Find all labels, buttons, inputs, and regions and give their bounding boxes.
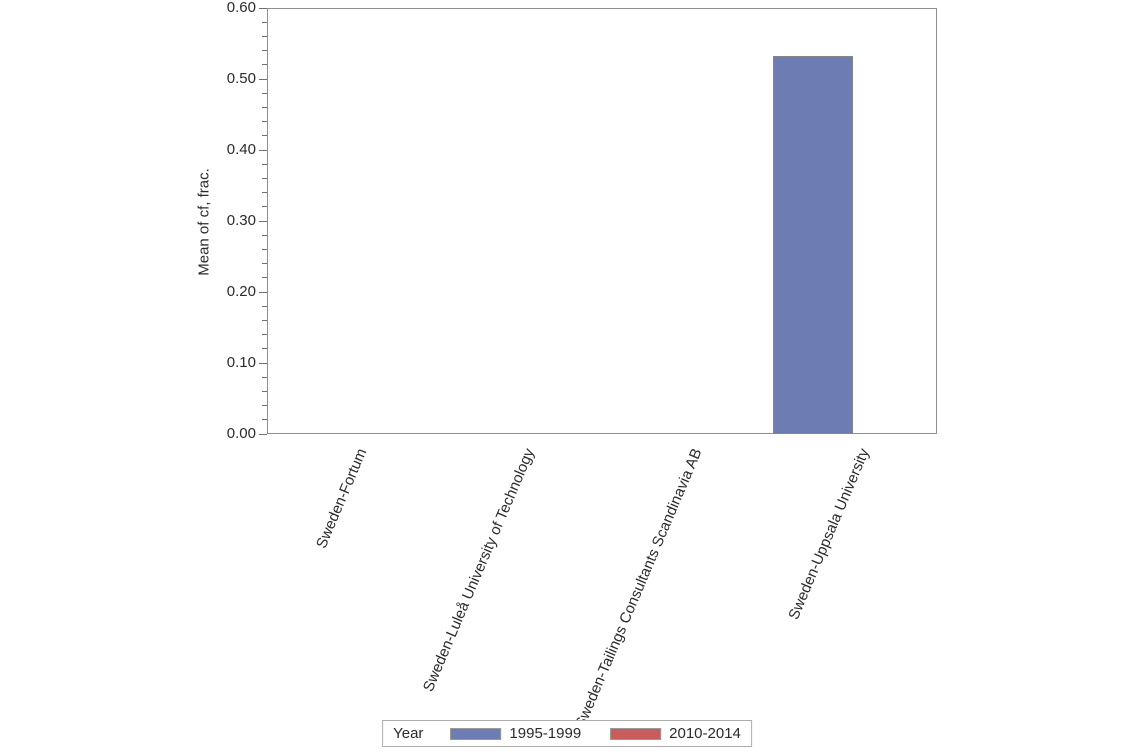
y-minor-tick: [262, 376, 267, 378]
y-minor-tick: [262, 21, 267, 23]
y-major-tick: [259, 220, 267, 222]
y-major-tick: [259, 433, 267, 435]
y-minor-tick: [262, 163, 267, 165]
y-minor-tick: [262, 419, 267, 421]
y-minor-tick: [262, 106, 267, 108]
x-category-label: Sweden-Uppsala University: [785, 446, 873, 623]
y-minor-tick: [262, 50, 267, 52]
y-minor-tick: [262, 135, 267, 137]
y-minor-tick: [262, 319, 267, 321]
x-category-label: Sweden-Tailings Consultants Scandinavia …: [571, 446, 706, 731]
y-major-tick: [259, 78, 267, 80]
bar-1995-1999: [773, 55, 854, 434]
y-minor-tick: [262, 64, 267, 66]
y-minor-tick: [262, 177, 267, 179]
y-minor-tick: [262, 305, 267, 307]
y-major-tick: [259, 291, 267, 293]
legend-swatch: [610, 727, 662, 740]
y-major-tick: [259, 7, 267, 9]
y-minor-tick: [262, 92, 267, 94]
x-category-label: Sweden-Luleå University of Technology: [419, 446, 538, 695]
y-tick-label: 0.60: [226, 0, 256, 16]
y-tick-label: 0.40: [226, 141, 256, 158]
y-tick-label: 0.10: [226, 354, 256, 371]
y-minor-tick: [262, 206, 267, 208]
x-category-label: Sweden-Fortum: [313, 446, 371, 551]
y-minor-tick: [262, 277, 267, 279]
legend-swatch: [450, 727, 502, 740]
y-tick-label: 0.00: [226, 425, 256, 442]
y-minor-tick: [262, 348, 267, 350]
y-tick-label: 0.50: [226, 70, 256, 87]
y-minor-tick: [262, 263, 267, 265]
y-tick-label: 0.30: [226, 212, 256, 229]
y-minor-tick: [262, 35, 267, 37]
y-minor-tick: [262, 234, 267, 236]
legend-item: 1995-1999: [450, 725, 581, 742]
y-major-tick: [259, 149, 267, 151]
y-minor-tick: [262, 121, 267, 123]
legend-title: Year: [393, 725, 424, 742]
legend: Year 1995-1999 2010-2014: [382, 720, 752, 747]
y-minor-tick: [262, 248, 267, 250]
y-minor-tick: [262, 192, 267, 194]
y-minor-tick: [262, 334, 267, 336]
y-major-tick: [259, 362, 267, 364]
y-minor-tick: [262, 390, 267, 392]
y-axis-title: Mean of cf, frac.: [195, 168, 213, 276]
legend-label: 1995-1999: [509, 725, 582, 742]
y-minor-tick: [262, 405, 267, 407]
legend-items: 1995-1999 2010-2014: [450, 725, 741, 742]
y-tick-label: 0.20: [226, 283, 256, 300]
legend-label: 2010-2014: [669, 725, 741, 742]
legend-item: 2010-2014: [610, 725, 741, 742]
